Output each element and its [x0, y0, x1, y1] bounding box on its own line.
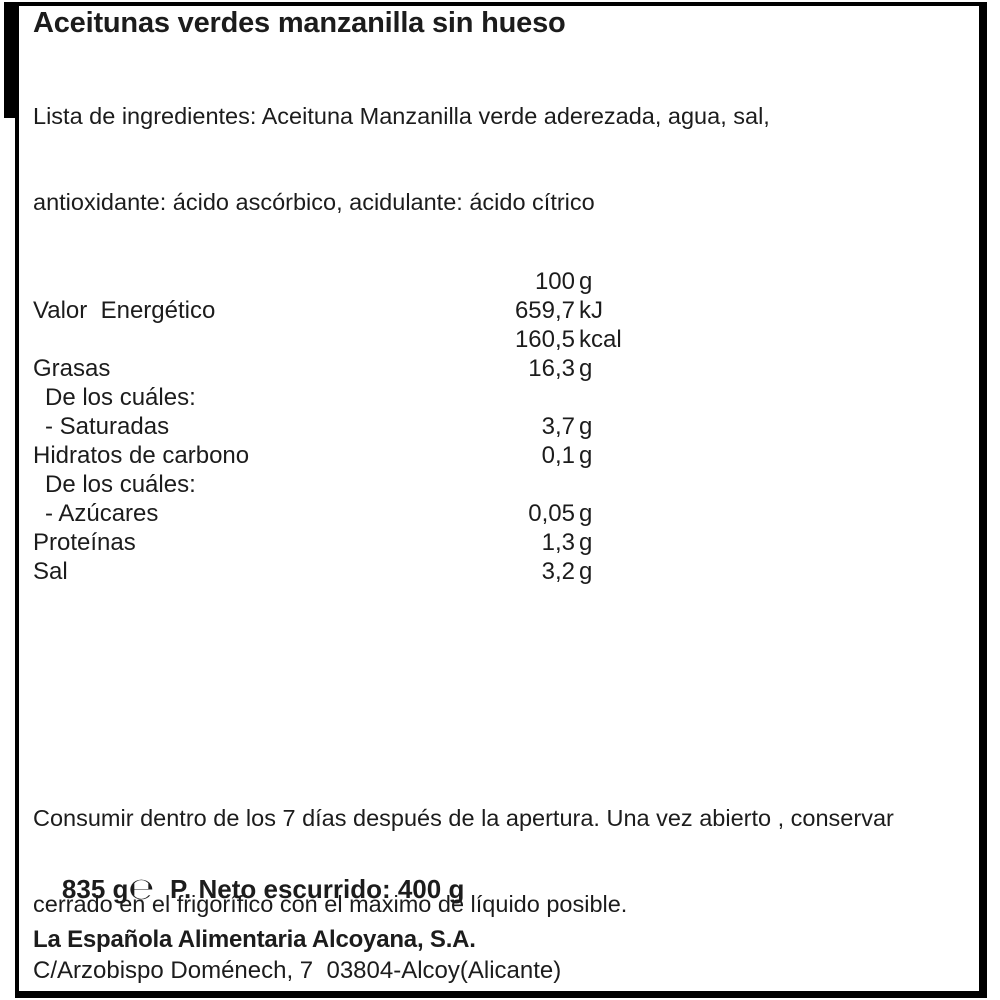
label-border-bottom [15, 991, 987, 998]
ingredients-line: antioxidante: ácido ascórbico, acidulant… [33, 188, 595, 215]
storage-line: Consumir dentro de los 7 días después de… [33, 805, 894, 831]
nutrition-row: 100 g [33, 267, 673, 296]
manufacturer-name: La Española Alimentaria Alcoyana, S.A. [33, 926, 476, 953]
nutrition-value: 3,2 [541, 558, 575, 585]
label-border-top [4, 2, 986, 6]
nutrition-row: De los cuáles: [33, 470, 673, 499]
net-weight-line: 835 g℮ P. Neto escurrido: 400 g [33, 840, 464, 937]
nutrition-value: 1,3 [541, 529, 575, 556]
label-border-right [979, 2, 987, 996]
nutrition-value: 659,7 [514, 297, 575, 324]
nutrition-unit: g [579, 558, 593, 585]
storage-instructions: Consumir dentro de los 7 días después de… [33, 747, 894, 975]
product-title: Aceitunas verdes manzanilla sin hueso [33, 7, 566, 39]
ingredients-line: Lista de ingredientes: Aceituna Manzanil… [33, 103, 770, 129]
nutrition-table: 100 g Valor Energético 659,7 kJ 160,5 kc… [33, 267, 673, 586]
nutrition-unit: g [579, 355, 593, 382]
label-border-left [15, 2, 19, 995]
nutrition-label: De los cuáles: [45, 384, 196, 411]
nutrition-unit: kcal [579, 326, 622, 353]
nutrition-row: - Saturadas 3,7 g [33, 412, 673, 441]
nutrition-value: 0,1 [541, 442, 575, 469]
nutrition-label: De los cuáles: [45, 471, 196, 498]
nutrition-unit: g [579, 268, 593, 295]
nutrition-row: Sal 3,2 g [33, 557, 673, 586]
nutrition-row: De los cuáles: [33, 383, 673, 412]
nutrition-unit: g [579, 529, 593, 556]
nutrition-unit: kJ [579, 297, 603, 324]
nutrition-row: 160,5 kcal [33, 325, 673, 354]
nutrition-label: Valor Energético [33, 297, 216, 324]
gross-weight: 835 g [61, 874, 129, 904]
nutrition-value: 0,05 [528, 500, 575, 527]
nutrition-label: - Saturadas [45, 413, 170, 440]
nutrition-label: Sal [33, 558, 68, 585]
manufacturer-address: C/Arzobispo Doménech, 7 03804-Alcoy(Alic… [33, 957, 562, 984]
label-border-left-thick [4, 2, 15, 118]
estimated-sign-icon: ℮ [128, 872, 155, 907]
nutrition-row: - Azúcares 0,05 g [33, 499, 673, 528]
nutrition-value: 160,5 [514, 326, 575, 353]
nutrition-unit: g [579, 442, 593, 469]
nutrition-row: Grasas 16,3 g [33, 354, 673, 383]
nutrition-label: Hidratos de carbono [33, 442, 250, 469]
storage-line: cerrado en el frigorífico con el máximo … [33, 890, 628, 917]
nutrition-unit: g [579, 500, 593, 527]
nutrition-row: Proteínas 1,3 g [33, 528, 673, 557]
nutrition-value: 3,7 [541, 413, 575, 440]
nutrition-label: Proteínas [33, 529, 136, 556]
nutrition-value: 100 [534, 268, 575, 295]
ingredients-list: Lista de ingredientes: Aceituna Manzanil… [33, 45, 770, 273]
nutrition-label: - Azúcares [45, 500, 159, 527]
net-drained-weight: P. Neto escurrido: 400 g [170, 874, 465, 904]
nutrition-row: Valor Energético 659,7 kJ [33, 296, 673, 325]
nutrition-row: Hidratos de carbono 0,1 g [33, 441, 673, 470]
nutrition-unit: g [579, 413, 593, 440]
nutrition-label: Grasas [33, 355, 111, 382]
nutrition-value: 16,3 [528, 355, 575, 382]
